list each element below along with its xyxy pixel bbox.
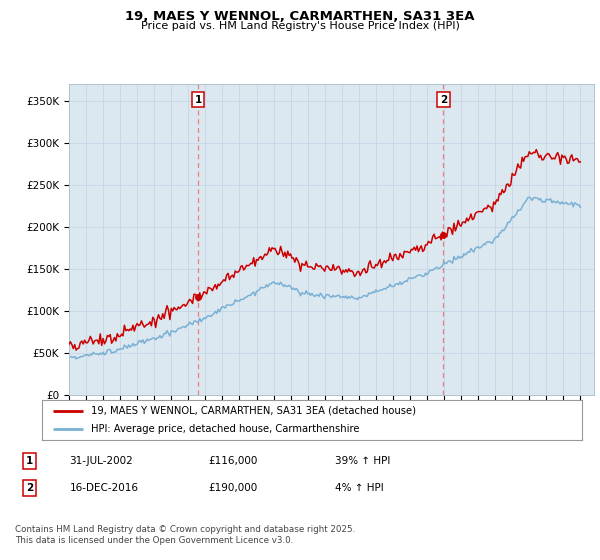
- Text: HPI: Average price, detached house, Carmarthenshire: HPI: Average price, detached house, Carm…: [91, 424, 359, 434]
- Text: 1: 1: [194, 95, 202, 105]
- Text: 2: 2: [26, 483, 33, 493]
- Text: 19, MAES Y WENNOL, CARMARTHEN, SA31 3EA (detached house): 19, MAES Y WENNOL, CARMARTHEN, SA31 3EA …: [91, 406, 416, 416]
- Text: 31-JUL-2002: 31-JUL-2002: [70, 456, 133, 466]
- Text: 39% ↑ HPI: 39% ↑ HPI: [335, 456, 390, 466]
- Text: Contains HM Land Registry data © Crown copyright and database right 2025.
This d: Contains HM Land Registry data © Crown c…: [15, 525, 355, 545]
- Text: 19, MAES Y WENNOL, CARMARTHEN, SA31 3EA: 19, MAES Y WENNOL, CARMARTHEN, SA31 3EA: [125, 10, 475, 23]
- Text: 16-DEC-2016: 16-DEC-2016: [70, 483, 139, 493]
- Text: £190,000: £190,000: [208, 483, 257, 493]
- Text: £116,000: £116,000: [208, 456, 257, 466]
- Text: 1: 1: [26, 456, 33, 466]
- Text: Price paid vs. HM Land Registry's House Price Index (HPI): Price paid vs. HM Land Registry's House …: [140, 21, 460, 31]
- Text: 4% ↑ HPI: 4% ↑ HPI: [335, 483, 383, 493]
- Text: 2: 2: [440, 95, 447, 105]
